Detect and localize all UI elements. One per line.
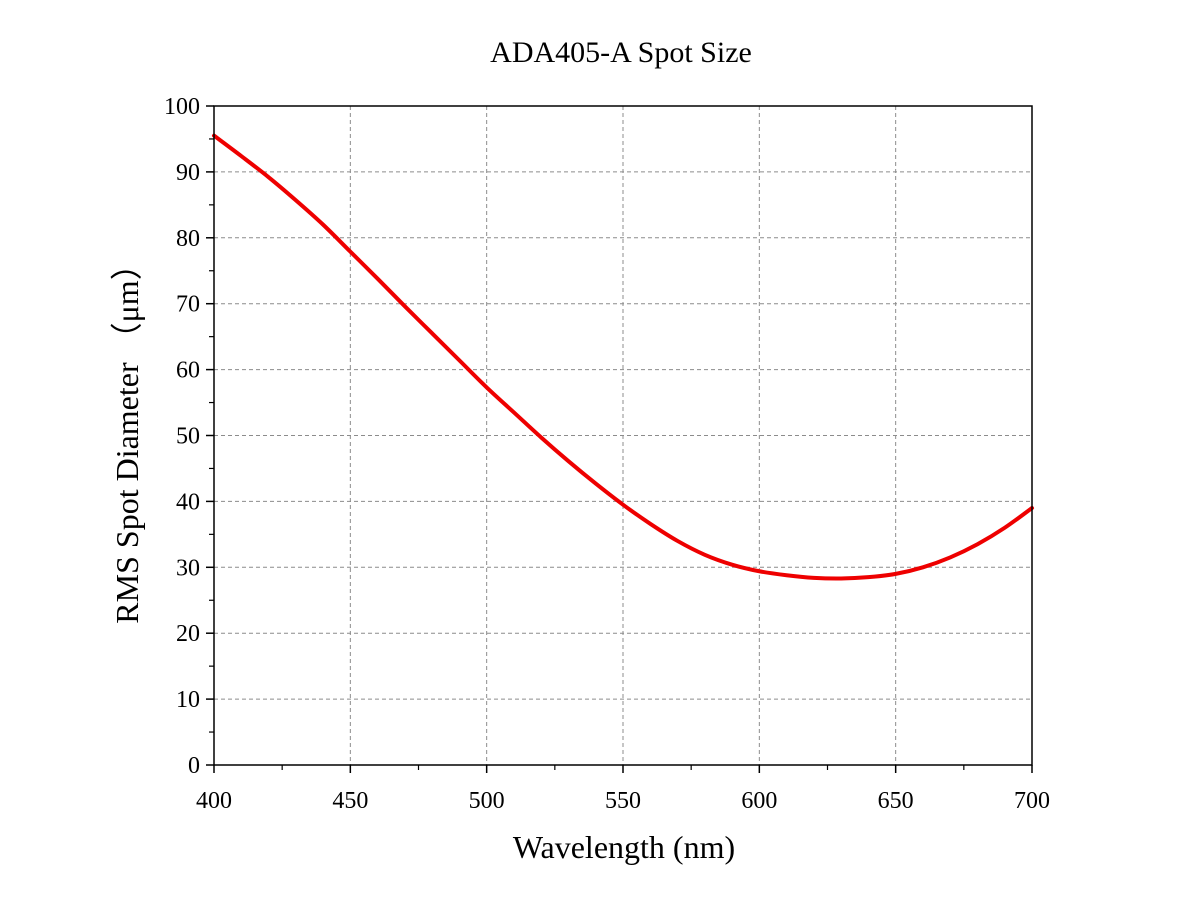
x-tick-label: 550 bbox=[605, 788, 641, 814]
y-tick-label: 70 bbox=[176, 292, 200, 318]
x-axis-label: Wavelength (nm) bbox=[513, 829, 735, 865]
x-tick-label: 500 bbox=[469, 788, 505, 814]
y-tick-label: 60 bbox=[176, 358, 200, 384]
y-axis-label: RMS Spot Diameter （μm） bbox=[109, 248, 145, 623]
chart-title: ADA405-A Spot Size bbox=[490, 36, 752, 69]
y-tick-label: 90 bbox=[176, 160, 200, 186]
y-tick-label: 100 bbox=[164, 94, 200, 120]
y-tick-label: 80 bbox=[176, 226, 200, 252]
series-line bbox=[212, 133, 1034, 581]
axis-ticks bbox=[206, 105, 1033, 773]
tick-labels: 400 450 500 550 600 650 700 0 10 20 30 40 50 60 70 80 90… bbox=[164, 94, 1050, 814]
grid-lines bbox=[214, 106, 1032, 765]
y-tick-label: 20 bbox=[176, 621, 200, 647]
x-tick-label: 650 bbox=[878, 788, 914, 814]
series-layer bbox=[212, 133, 1034, 581]
x-tick-label: 700 bbox=[1014, 788, 1050, 814]
y-tick-label: 10 bbox=[176, 687, 200, 713]
y-tick-label: 30 bbox=[176, 555, 200, 581]
y-tick-label: 0 bbox=[188, 753, 200, 779]
y-tick-label: 40 bbox=[176, 489, 200, 515]
x-tick-label: 600 bbox=[741, 788, 777, 814]
y-tick-label: 50 bbox=[176, 424, 200, 450]
x-tick-label: 400 bbox=[196, 788, 232, 814]
x-tick-label: 450 bbox=[332, 788, 368, 814]
